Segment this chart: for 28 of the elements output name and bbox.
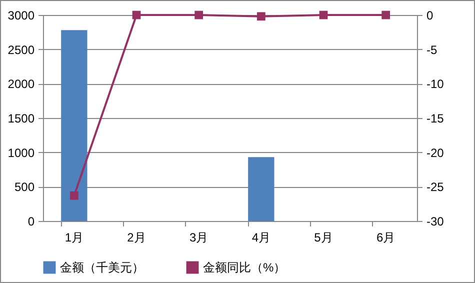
y-tick-label: 0 [28,214,35,228]
y2-tick-label: 0 [426,8,434,22]
point [70,191,78,200]
x-tick-label: 1月 [64,230,84,244]
y2-tick-label: -30 [426,214,444,228]
x-tick-label: 5月 [314,230,333,244]
y-tick-label: 2500 [8,42,35,57]
y-tick-label: 1500 [8,112,35,126]
y2-tick-label: -25 [426,180,444,194]
y-tick-label: 1000 [8,146,35,160]
y2-tick-label: -20 [426,146,444,160]
y-tick-label: 3000 [8,8,35,22]
y2-tick-label: -10 [426,77,444,92]
y-tick-label: 2000 [8,77,35,92]
point [382,10,390,20]
point [132,10,141,20]
x-tick-label: 3月 [189,230,208,244]
x-tick-label: 2月 [127,230,146,244]
legend-label: 金额（千美元） [60,260,144,275]
x-tick-label: 6月 [376,230,396,244]
point [194,10,204,20]
x-tick-label: 4月 [252,230,271,244]
y2-tick-label: -15 [426,112,444,126]
y2-tick-label: -5 [426,42,438,57]
legend-label: 金额同比（%） [203,260,286,275]
y-tick-label: 500 [14,180,35,194]
point [256,12,266,21]
point [319,10,328,20]
